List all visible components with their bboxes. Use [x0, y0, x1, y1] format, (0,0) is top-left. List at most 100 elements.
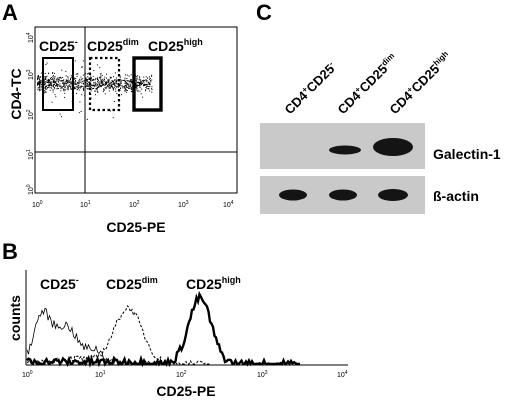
cell-event-dot — [68, 81, 70, 83]
cell-event-dot — [63, 88, 65, 90]
cell-event-dot — [118, 83, 120, 84]
cell-event-dot — [138, 81, 139, 83]
cell-event-dot — [59, 80, 61, 82]
cell-event-dot — [85, 86, 87, 88]
cell-event-dot — [124, 77, 126, 79]
lane-label-cd25-dim-prefix-sup: + — [353, 85, 363, 95]
cell-event-dot — [138, 79, 140, 81]
cell-event-dot — [70, 75, 72, 77]
cell-event-dot — [144, 84, 146, 86]
panel-b-x-tick-4: 104 — [337, 370, 348, 379]
cell-event-dot — [91, 78, 93, 80]
panel-a-x-tick-0: 100 — [32, 200, 43, 209]
cell-event-dot — [136, 77, 138, 79]
cell-event-dot — [147, 83, 149, 85]
panel-c: C CD4+CD25- CD4+CD25dim CD4+CD25high Gal… — [256, 0, 501, 214]
cell-event-dot — [100, 84, 102, 86]
cell-event-dot — [145, 80, 147, 82]
cell-event-dot — [80, 111, 82, 112]
cell-event-dot — [120, 87, 122, 89]
cell-event-dot — [100, 81, 102, 83]
cell-event-dot — [148, 82, 150, 84]
cell-event-dot — [114, 86, 116, 88]
cell-event-dot — [99, 83, 101, 85]
cell-event-dot — [119, 77, 121, 79]
cell-event-dot — [140, 93, 142, 95]
cell-event-dot — [146, 88, 148, 90]
panel-a-y-ticks: 100 101 102 103 104 — [26, 32, 35, 195]
cell-event-dot — [136, 82, 138, 84]
panel-a-y-tick-0-exp: 0 — [26, 184, 32, 187]
cell-event-dot — [106, 77, 107, 79]
cell-event-dot — [59, 113, 61, 115]
cell-event-dot — [39, 83, 41, 85]
cell-event-dot — [112, 80, 114, 82]
panel-b-x-tick-4-base: 10 — [337, 372, 345, 379]
cell-event-dot — [96, 64, 98, 66]
cell-event-dot — [90, 90, 92, 92]
cell-event-dot — [55, 96, 57, 98]
cell-event-dot — [125, 82, 127, 84]
cell-event-dot — [37, 78, 39, 79]
cell-event-dot — [110, 110, 111, 112]
cell-event-dot — [57, 88, 59, 89]
cell-event-dot — [148, 86, 150, 87]
cell-event-dot — [52, 76, 54, 78]
cell-event-dot — [93, 85, 95, 87]
cell-event-dot — [100, 85, 102, 87]
cell-event-dot — [125, 74, 126, 76]
cell-event-dot — [37, 76, 39, 78]
cell-event-dot — [64, 88, 66, 90]
cell-event-dot — [76, 82, 78, 84]
cell-event-dot — [123, 86, 125, 87]
cell-event-dot — [124, 85, 126, 87]
cell-event-dot — [75, 79, 76, 81]
cell-event-dot — [38, 83, 39, 85]
cell-event-dot — [151, 91, 153, 93]
cell-event-dot — [84, 73, 86, 75]
cell-event-dot — [80, 79, 82, 81]
panel-a-x-tick-3-exp: 3 — [186, 200, 189, 206]
cell-event-dot — [143, 85, 145, 87]
cell-event-dot — [113, 82, 115, 84]
cell-event-dot — [47, 80, 49, 82]
cell-event-dot — [101, 82, 103, 84]
cell-event-dot — [130, 84, 132, 86]
cell-event-dot — [129, 83, 131, 85]
lane-label-cd25-high-sup: high — [432, 49, 450, 67]
cell-event-dot — [82, 87, 84, 89]
panel-b-x-tick-2: 102 — [176, 370, 187, 379]
lane-label-cd25-neg: CD4+CD25- — [282, 59, 340, 117]
cell-event-dot — [126, 85, 128, 87]
gate-label-cd25-neg-base: CD25 — [39, 38, 75, 54]
cell-event-dot — [86, 82, 88, 84]
cell-event-dot — [64, 87, 66, 88]
cell-event-dot — [120, 80, 121, 82]
cell-event-dot — [98, 84, 100, 86]
cell-event-dot — [67, 86, 69, 88]
cell-event-dot — [100, 78, 101, 80]
panel-b-x-tick-1: 101 — [95, 370, 106, 379]
cell-event-dot — [95, 82, 97, 84]
cell-event-dot — [110, 85, 112, 87]
cell-event-dot — [86, 83, 88, 84]
cell-event-dot — [83, 83, 84, 85]
gate-label-cd25-dim: CD25dim — [87, 37, 139, 54]
cell-event-dot — [112, 89, 114, 91]
cell-event-dot — [120, 84, 121, 86]
cell-event-dot — [58, 79, 60, 81]
cell-event-dot — [54, 84, 55, 85]
panel-b-x-tick-2-exp: 2 — [184, 370, 187, 376]
cell-event-dot — [49, 89, 51, 91]
cell-event-dot — [130, 80, 132, 82]
cell-event-dot — [101, 84, 103, 86]
cell-event-dot — [141, 83, 143, 85]
cell-event-dot — [38, 90, 40, 92]
blot-beta-actin-band-2 — [329, 189, 357, 201]
cell-event-dot — [136, 78, 138, 80]
cell-event-dot — [97, 86, 99, 88]
cell-event-dot — [101, 81, 103, 82]
cell-event-dot — [84, 95, 86, 97]
cell-event-dot — [149, 90, 151, 92]
cell-event-dot — [139, 90, 141, 92]
